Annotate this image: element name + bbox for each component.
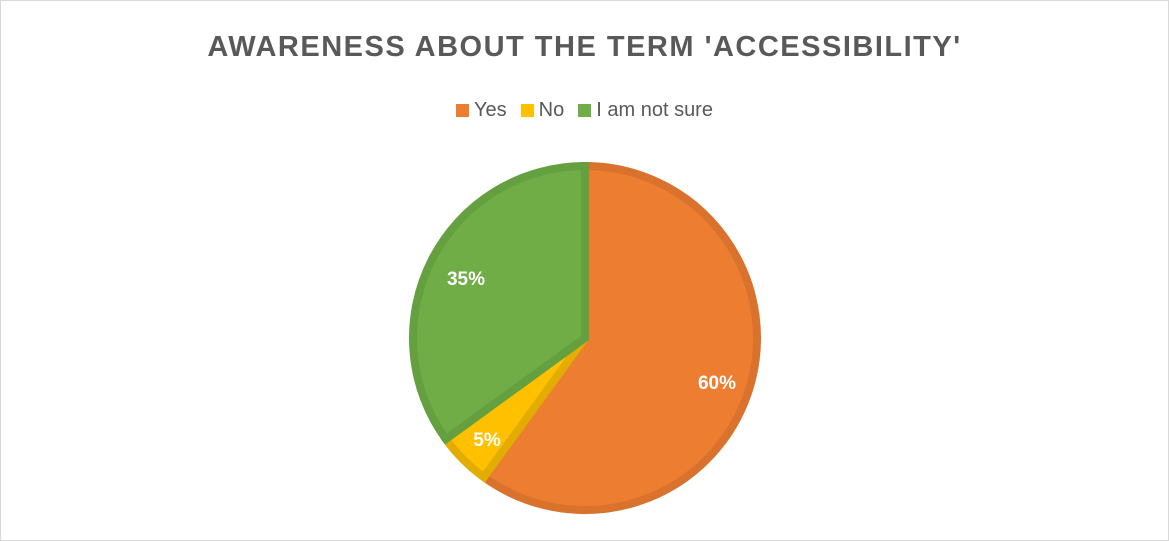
pie-slices — [409, 161, 761, 514]
data-label-yes: 60% — [698, 373, 736, 394]
legend-item-no: No — [520, 99, 565, 122]
legend-swatch-yes — [456, 104, 470, 117]
legend-label-not-sure: I am not sure — [596, 99, 713, 121]
legend-label-no: No — [538, 99, 565, 121]
legend-item-not-sure: I am not sure — [578, 99, 713, 122]
chart-title: AWARENESS ABOUT THE TERM 'ACCESSIBILITY' — [207, 31, 962, 63]
data-label-i-am-not-sure: 35% — [447, 269, 485, 290]
pie-labels: 60% 5% 35% — [447, 269, 736, 451]
legend-item-yes: Yes — [456, 99, 507, 122]
pie-slice-i-am-not-sure — [409, 161, 589, 445]
pie-slice-yes — [478, 161, 761, 514]
data-label-no: 5% — [473, 430, 501, 451]
legend-swatch-not-sure — [578, 104, 592, 117]
legend-swatch-no — [520, 104, 534, 117]
legend-label-yes: Yes — [474, 99, 507, 121]
legend: Yes No I am not sure — [1, 99, 1168, 122]
